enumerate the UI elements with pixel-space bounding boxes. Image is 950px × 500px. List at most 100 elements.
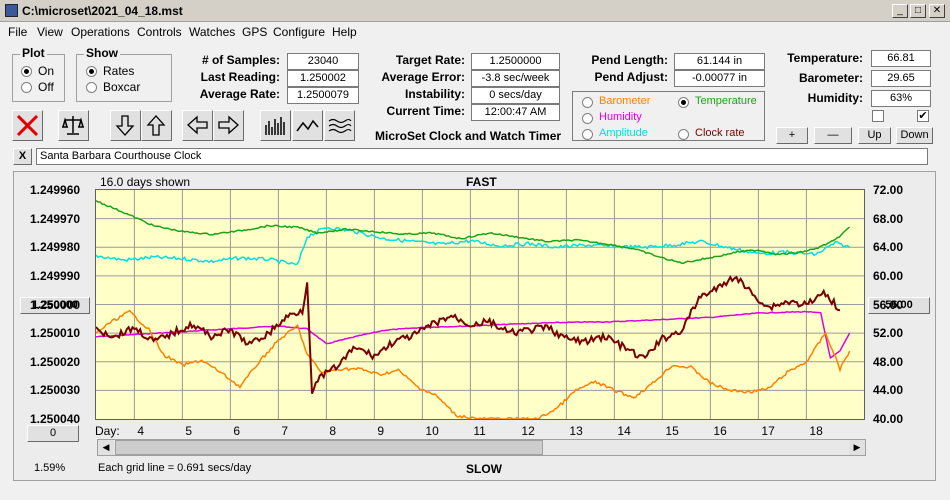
menu-file[interactable]: File <box>8 25 28 39</box>
app-caption: MicroSet Clock and Watch Timer <box>375 129 562 143</box>
right-axis-tick: 68.00 <box>873 211 904 226</box>
close-icon[interactable]: ✕ <box>929 4 945 18</box>
scroll-thumb[interactable] <box>115 440 543 455</box>
plot-off-radio[interactable] <box>21 82 32 93</box>
right-axis-tick: 48.00 <box>873 354 904 369</box>
zero-button[interactable]: 0 <box>27 425 79 442</box>
left-axis-tick: 1.250020 <box>30 354 81 369</box>
clear-name-button[interactable]: X <box>13 148 32 165</box>
series-barometer <box>95 309 851 420</box>
day-tick: 4 <box>137 424 145 438</box>
pend-length-field: 61.144 in <box>674 53 765 70</box>
up-arrow-button[interactable] <box>141 110 172 141</box>
app-icon <box>5 4 18 17</box>
barometer-label: Barometer: <box>798 71 863 85</box>
day-tick: 7 <box>281 424 289 438</box>
minus-button[interactable]: — <box>814 127 852 144</box>
days-shown-label: 16.0 days shown <box>100 175 191 189</box>
average-rate-field: 1.2500079 <box>287 87 359 104</box>
maximize-icon[interactable]: □ <box>910 4 926 18</box>
menu-operations[interactable]: Operations <box>71 25 130 39</box>
humidity-radio[interactable] <box>582 113 593 124</box>
barometer-field: 29.65 <box>871 70 931 87</box>
reject-button[interactable] <box>12 110 43 141</box>
average-error-field: -3.8 sec/week <box>471 70 560 87</box>
plot-on-radio[interactable] <box>21 66 32 77</box>
day-tick: 15 <box>665 424 679 438</box>
option-checkbox-2[interactable]: ✔ <box>917 110 929 122</box>
center-temp-button[interactable]: 56.00 <box>868 297 930 314</box>
average-rate-label: Average Rate: <box>199 87 280 101</box>
arrow-right-icon <box>218 115 239 135</box>
clock-name-input[interactable]: Santa Barbara Courthouse Clock <box>36 148 928 165</box>
average-error-label: Average Error: <box>381 70 465 84</box>
menu-gps[interactable]: GPS <box>242 25 268 39</box>
bars-view-button[interactable] <box>260 110 291 141</box>
day-tick: 17 <box>761 424 775 438</box>
wave-view-button[interactable] <box>324 110 355 141</box>
day-tick: 14 <box>617 424 631 438</box>
balance-button[interactable] <box>58 110 89 141</box>
current-time-field: 12:00:47 AM <box>471 104 560 121</box>
grid-note: Each grid line = 0.691 secs/day <box>98 462 252 474</box>
balance-scale-icon <box>62 116 84 135</box>
minimize-icon[interactable]: _ <box>892 4 908 18</box>
option-checkbox-1[interactable] <box>872 110 884 122</box>
left-axis-tick: 1.249980 <box>30 240 81 255</box>
center-rate-button[interactable]: 1.250000 <box>20 297 90 314</box>
scroll-right-icon[interactable]: ▶ <box>849 440 865 455</box>
target-rate-field[interactable]: 1.2500000 <box>471 53 560 70</box>
show-rates-radio[interactable] <box>86 66 97 77</box>
pend-adjust-field: -0.00077 in <box>674 70 765 87</box>
arrow-down-icon <box>115 115 135 136</box>
barometer-radio[interactable] <box>582 97 593 108</box>
plot-group <box>12 54 65 102</box>
clock-rate-radio[interactable] <box>678 129 689 140</box>
menu-controls[interactable]: Controls <box>137 25 182 39</box>
slow-label: SLOW <box>466 462 502 476</box>
temperature-field: 66.81 <box>871 50 931 67</box>
scroll-left-icon[interactable]: ◀ <box>98 440 114 455</box>
current-time-label: Current Time: <box>386 104 465 118</box>
temperature-radio[interactable] <box>678 97 689 108</box>
day-scrollbar[interactable]: ◀ ▶ <box>97 439 866 456</box>
plot-group-label: Plot <box>20 46 47 60</box>
down-button[interactable]: Down <box>896 127 933 144</box>
right-arrow-button[interactable] <box>213 110 244 141</box>
instability-field: 0 secs/day <box>471 87 560 104</box>
left-axis-tick: 1.250010 <box>30 326 81 341</box>
line-view-button[interactable] <box>292 110 323 141</box>
menu-watches[interactable]: Watches <box>189 25 236 39</box>
day-tick: 11 <box>473 424 486 438</box>
left-axis-tick: 1.249970 <box>30 211 81 226</box>
show-group-label: Show <box>84 46 120 60</box>
right-axis-tick: 64.00 <box>873 240 904 255</box>
barometer-radio-label: Barometer <box>599 95 651 107</box>
day-tick: 6 <box>233 424 241 438</box>
left-axis-tick: 1.250030 <box>30 383 81 398</box>
left-axis-tick: 1.249990 <box>30 268 81 283</box>
target-rate-label: Target Rate: <box>395 53 465 67</box>
up-button[interactable]: Up <box>858 127 891 144</box>
show-rates-label: Rates <box>103 64 135 78</box>
arrow-left-icon <box>187 115 208 135</box>
clock-rate-radio-label: Clock rate <box>695 127 745 139</box>
pend-adjust-label: Pend Adjust: <box>594 70 668 84</box>
humidity-field: 63% <box>871 90 931 107</box>
series-amplitude <box>95 227 851 266</box>
menu-configure[interactable]: Configure <box>273 25 326 39</box>
left-axis-tick: 1.249960 <box>30 183 81 197</box>
menu-view[interactable]: View <box>37 25 63 39</box>
percent-label: 1.59% <box>34 462 66 474</box>
amplitude-radio[interactable] <box>582 129 593 140</box>
day-tick: 9 <box>377 424 385 438</box>
humidity-label: Humidity: <box>807 91 863 105</box>
show-boxcar-radio[interactable] <box>86 82 97 93</box>
down-arrow-button[interactable] <box>110 110 141 141</box>
plot-on-label: On <box>38 64 55 78</box>
menu-help[interactable]: Help <box>332 25 357 39</box>
day-tick: 13 <box>569 424 583 438</box>
plus-button[interactable]: + <box>776 127 808 144</box>
left-arrow-button[interactable] <box>182 110 213 141</box>
bar-graph-icon <box>265 117 285 135</box>
